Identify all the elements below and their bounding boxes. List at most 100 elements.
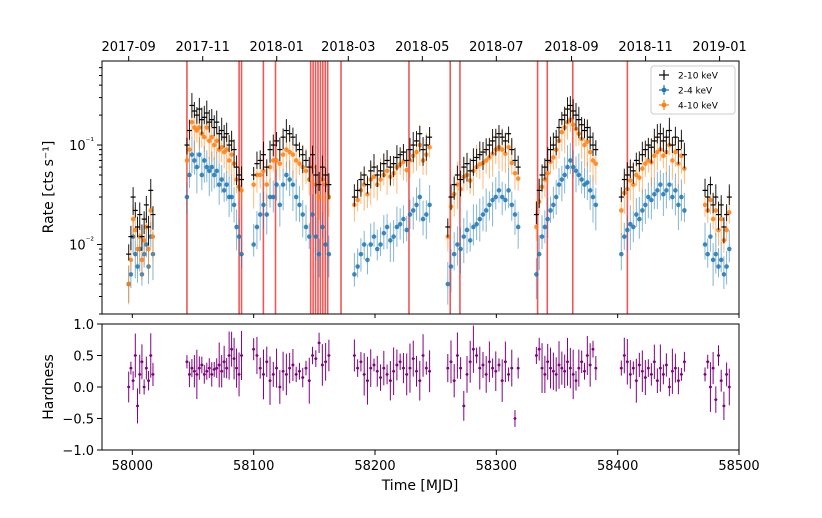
rate-point-4-10-kev	[214, 138, 220, 144]
rate-point-4-10-kev	[202, 134, 207, 140]
hardness-point	[549, 366, 552, 370]
rate-point-2-4-kev	[716, 264, 721, 269]
rate-point-2-4-kev	[477, 216, 483, 222]
hardness-panel: −1.0−0.50.00.51.0 58000 58100 58200 58300 58…	[41, 318, 760, 494]
rate-point-2-4-kev	[133, 251, 138, 257]
hardness-point	[304, 366, 308, 370]
rate-point-2-4-kev	[483, 208, 489, 213]
rate-point-2-4-kev	[458, 246, 463, 252]
rate-point-2-4-kev	[562, 172, 567, 178]
hardness-point	[491, 366, 494, 370]
rate-point-2-4-kev	[556, 182, 562, 187]
hardness-point	[424, 366, 428, 370]
hardness-point	[202, 373, 206, 376]
rate-point-2-4-kev	[545, 216, 550, 222]
hardness-y-tick-label: −1.0	[62, 444, 94, 459]
rate-point-4-10-kev	[619, 208, 624, 213]
rate-point-2-4-kev	[631, 224, 636, 230]
hardness-point	[281, 369, 285, 373]
hardness-y-tick-label: 0.0	[73, 381, 94, 396]
rate-point-2-4-kev	[300, 212, 306, 217]
hardness-data-points	[127, 325, 731, 427]
legend: 2-10 keV 2-4 keV 4-10 keV	[650, 65, 736, 115]
hardness-point	[284, 373, 288, 376]
hardness-point	[271, 373, 275, 376]
hardness-point	[428, 369, 431, 373]
date-tick-label: 2018-05	[395, 40, 449, 55]
hardness-point	[418, 379, 422, 383]
hardness-point	[487, 360, 491, 364]
hardness-point	[405, 373, 409, 376]
rate-point-2-4-kev	[211, 172, 217, 178]
rate-point-2-4-kev	[261, 202, 266, 208]
hardness-point	[136, 404, 139, 408]
rate-point-2-4-kev	[548, 208, 553, 213]
rate-point-2-4-kev	[371, 234, 377, 239]
rate-point-2-4-kev	[202, 158, 207, 163]
hardness-point	[366, 379, 369, 383]
rate-point-4-10-kev	[128, 257, 134, 263]
mjd-x-ticks: 58000 58100 58200 58300 58400 58500	[112, 450, 760, 474]
rate-point-2-4-kev	[619, 251, 624, 257]
hardness-point	[375, 369, 379, 373]
hardness-point	[369, 366, 373, 370]
hardness-point	[195, 373, 199, 376]
rate-point-2-4-kev	[679, 194, 684, 200]
rate-point-2-4-kev	[401, 216, 406, 222]
legend-box	[650, 65, 736, 115]
hardness-point	[649, 373, 653, 376]
rate-point-2-4-kev	[284, 172, 289, 178]
rate-point-4-10-kev	[316, 194, 322, 200]
rate-point-4-10-kev	[483, 158, 489, 163]
rate-point-2-4-kev	[274, 182, 279, 187]
rate-point-2-4-kev	[451, 251, 457, 257]
rate-point-2-4-kev	[192, 158, 197, 163]
hardness-point	[205, 369, 209, 373]
rate-point-2-4-kev	[381, 230, 387, 236]
hardness-point	[468, 360, 472, 364]
hardness-point	[591, 347, 595, 351]
hardness-point	[131, 379, 135, 383]
hardness-point	[185, 360, 189, 364]
hardness-point	[408, 366, 412, 370]
rate-point-4-10-kev	[239, 188, 244, 193]
date-axis-ticks: 2017-09 2017-11 2018-01 2018-03 2018-05 2018-…	[102, 40, 747, 61]
rate-y-tick-label: 10⁻²	[69, 236, 94, 253]
rate-point-2-4-kev	[579, 177, 584, 182]
rate-point-2-4-kev	[280, 182, 286, 187]
rate-point-4-10-kev	[378, 177, 383, 182]
rate-point-4-10-kev	[209, 134, 215, 140]
hardness-point	[634, 379, 638, 383]
rate-point-4-10-kev	[261, 168, 266, 174]
rate-point-4-10-kev	[130, 216, 136, 222]
hardness-point	[497, 363, 501, 367]
hardness-point	[235, 366, 238, 370]
rate-point-2-4-kev	[297, 202, 302, 208]
hardness-point	[510, 366, 514, 370]
rate-axes-frame	[101, 60, 740, 315]
rate-point-4-10-kev	[570, 122, 576, 128]
mjd-x-tick-label: 58000	[112, 459, 153, 474]
hardness-point	[311, 354, 314, 357]
date-tick-label: 2019-01	[692, 40, 746, 55]
hardness-point	[232, 357, 236, 361]
rate-point-2-4-kev	[655, 188, 660, 193]
date-tick-label: 2017-11	[176, 40, 230, 55]
rate-point-2-4-kev	[209, 164, 215, 170]
rate-point-4-10-kev	[133, 227, 138, 233]
rate-point-4-10-kev	[197, 125, 202, 130]
rate-point-2-4-kev	[264, 212, 270, 217]
rate-point-2-4-kev	[320, 224, 325, 230]
hardness-point	[379, 376, 382, 379]
rate-point-4-10-kev	[148, 208, 154, 213]
mjd-x-tick-label: 58500	[718, 459, 759, 474]
rate-point-2-4-kev	[229, 194, 234, 200]
date-tick-label: 2018-07	[469, 40, 523, 55]
hardness-point	[652, 360, 656, 364]
rate-point-2-4-kev	[542, 224, 548, 230]
hardness-point	[352, 354, 356, 357]
rate-point-2-4-kev	[424, 212, 429, 217]
hardness-point	[516, 366, 520, 370]
rate-point-4-10-kev	[708, 197, 713, 203]
rate-point-4-10-kev	[503, 151, 508, 156]
